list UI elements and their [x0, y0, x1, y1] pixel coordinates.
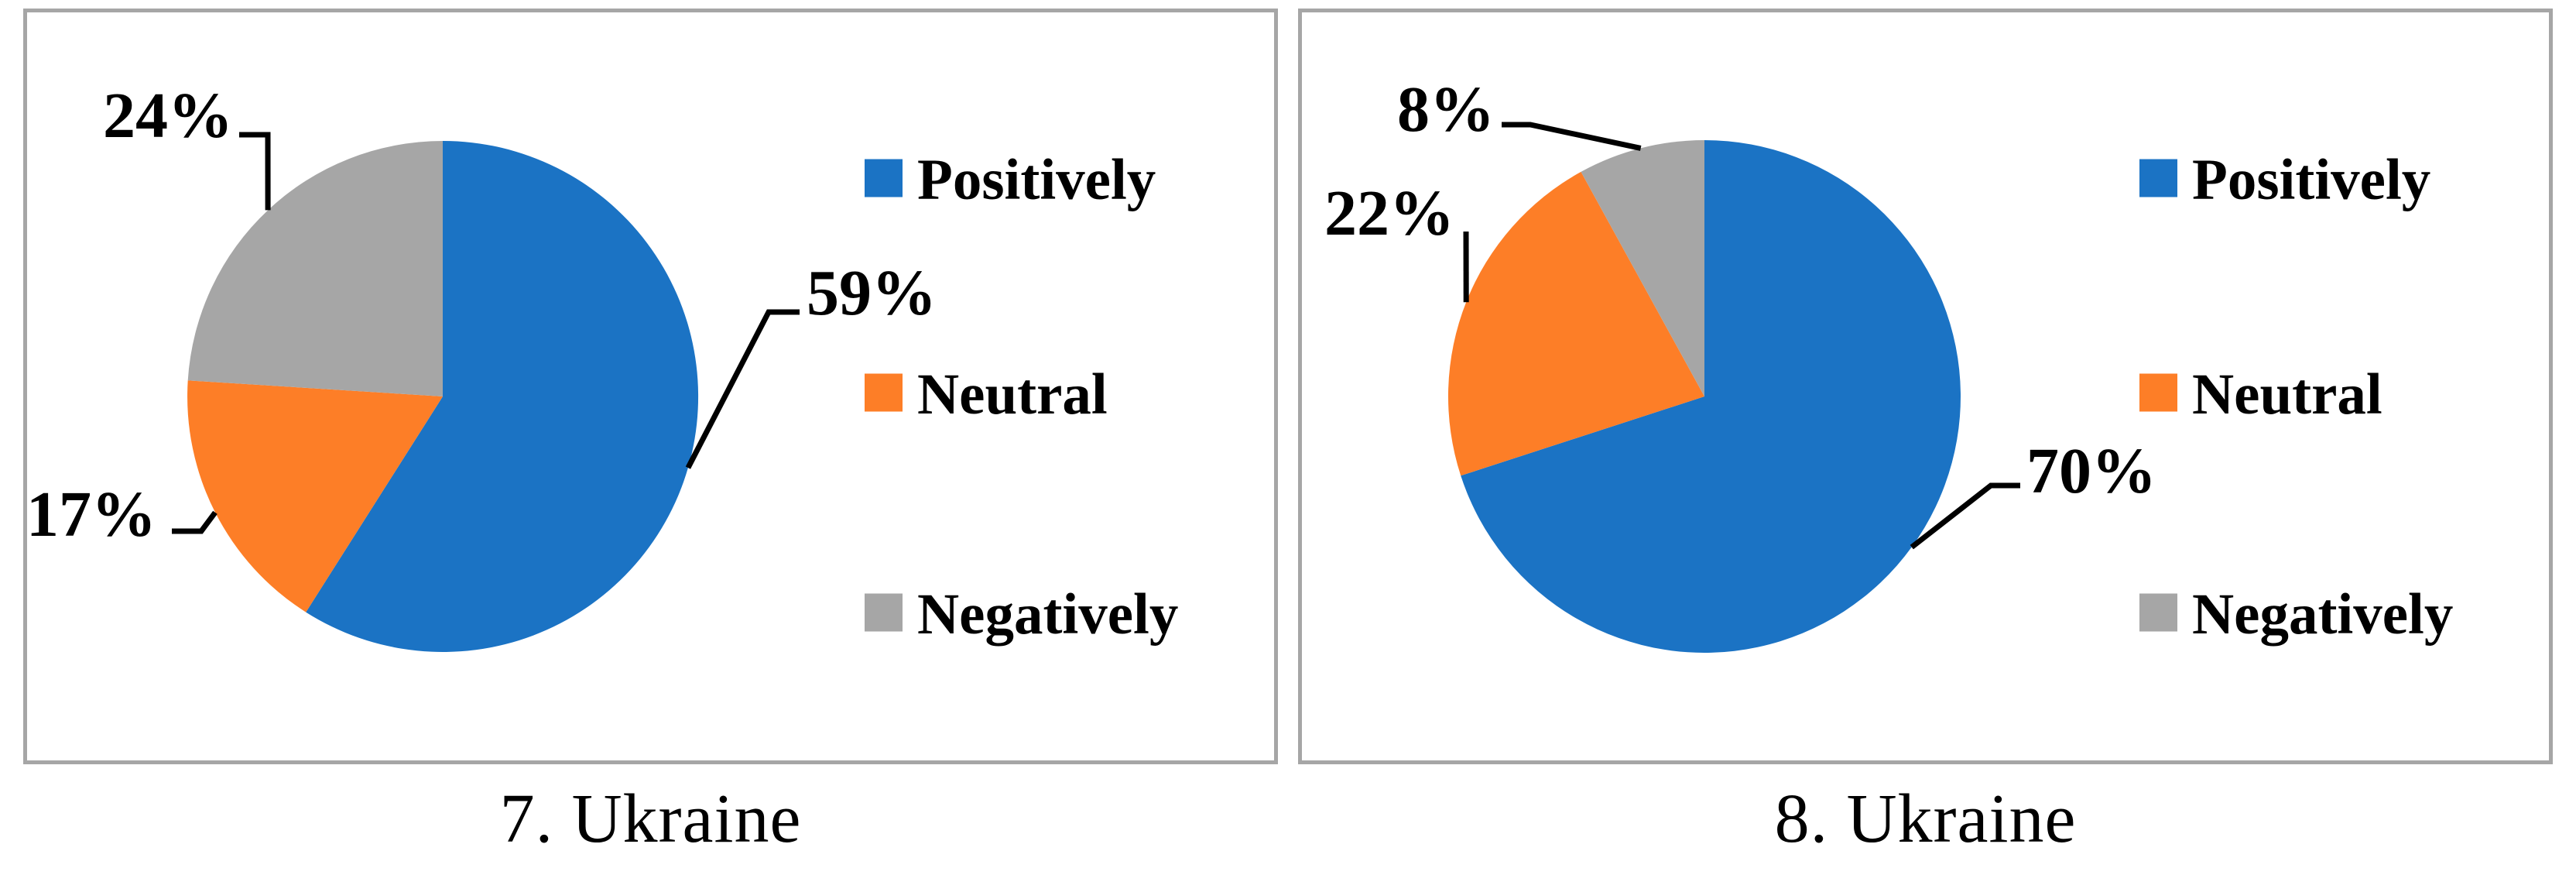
data-label-neutral: 22%	[1324, 177, 1454, 249]
data-label-positively: 70%	[2026, 435, 2156, 507]
legend-label-negatively: Negatively	[2192, 582, 2453, 647]
pie-slice-positively	[1461, 140, 1961, 653]
leader-line-negatively	[239, 132, 271, 211]
data-label-negatively: 24%	[103, 80, 233, 152]
pie-slice-negatively	[1581, 139, 1704, 396]
leader-line-neutral	[172, 510, 218, 534]
pie-slice-neutral	[187, 380, 443, 612]
chart-panel-7-ukraine: 59% 17% 24% Positively Neutral Negatively	[23, 9, 1278, 764]
pie-slice-neutral	[1447, 171, 1704, 476]
chart-caption-7-ukraine: 7. Ukraine	[499, 781, 802, 857]
legend: Positively Neutral Negatively	[2139, 148, 2453, 647]
chart-panel-8-ukraine: 70% 22% 8% Positively Neutral Negatively	[1298, 9, 2553, 764]
legend-marker-negatively	[865, 593, 903, 632]
data-label-positively: 59%	[807, 257, 937, 329]
leader-line-positively	[1910, 482, 2020, 550]
legend-marker-neutral	[2139, 373, 2177, 412]
legend-marker-positively	[865, 159, 903, 197]
legend-label-positively: Positively	[917, 148, 1156, 212]
legend-marker-positively	[2139, 159, 2177, 197]
legend-label-negatively: Negatively	[917, 582, 1178, 647]
legend-label-neutral: Neutral	[2192, 362, 2382, 427]
legend-label-neutral: Neutral	[917, 362, 1108, 427]
legend-marker-neutral	[865, 373, 903, 412]
pie-chart-8-ukraine: 70% 22% 8% Positively Neutral Negatively	[1324, 74, 2453, 653]
chart-caption-8-ukraine: 8. Ukraine	[1774, 781, 2077, 857]
pie-chart-7-ukraine: 59% 17% 24% Positively Neutral Negatively	[26, 80, 1178, 652]
data-label-neutral: 17%	[26, 479, 156, 551]
leader-line-positively	[685, 309, 800, 469]
pie-slice-positively	[306, 141, 699, 652]
leader-line-negatively	[1502, 122, 1642, 151]
pie-slice-negatively	[187, 141, 443, 396]
legend-marker-negatively	[2139, 593, 2177, 632]
legend: Positively Neutral Negatively	[865, 148, 1178, 647]
legend-label-positively: Positively	[2192, 148, 2430, 212]
data-label-negatively: 8%	[1397, 74, 1495, 146]
